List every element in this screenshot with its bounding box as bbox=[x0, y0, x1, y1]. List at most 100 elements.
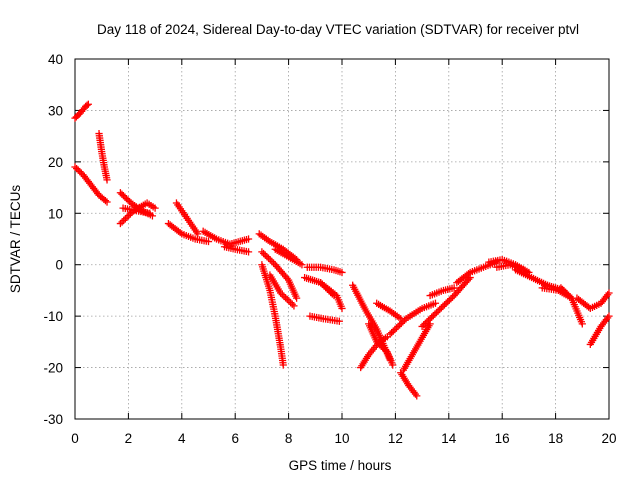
data-point bbox=[118, 218, 126, 226]
series-arc-10 bbox=[220, 243, 253, 256]
data-point bbox=[445, 296, 453, 304]
data-point bbox=[338, 304, 346, 313]
data-point bbox=[389, 361, 397, 369]
data-point bbox=[276, 289, 285, 297]
series-arc-24 bbox=[397, 369, 421, 400]
data-point bbox=[123, 213, 131, 221]
series-arc-16 bbox=[303, 263, 346, 277]
data-point bbox=[420, 321, 428, 329]
data-point bbox=[120, 216, 128, 224]
data-point bbox=[424, 316, 433, 324]
data-point bbox=[396, 321, 404, 329]
series-arc-8 bbox=[164, 219, 213, 246]
y-tick-label: -30 bbox=[43, 412, 63, 427]
data-point bbox=[426, 315, 434, 323]
series-arc-28 bbox=[418, 273, 474, 331]
y-tick-label: 30 bbox=[48, 103, 63, 118]
data-point bbox=[411, 390, 420, 398]
data-point bbox=[281, 294, 290, 302]
data-point bbox=[392, 324, 401, 332]
series-arc-2 bbox=[71, 163, 111, 206]
data-point bbox=[440, 301, 449, 309]
data-point bbox=[389, 327, 397, 335]
series-arc-34 bbox=[557, 284, 586, 328]
series-arc-15 bbox=[271, 245, 306, 269]
x-tick-label: 6 bbox=[231, 431, 239, 446]
series-arc-11 bbox=[258, 261, 287, 369]
data-point bbox=[244, 248, 253, 256]
data-point bbox=[288, 300, 296, 308]
axis-ticks bbox=[74, 58, 610, 420]
data-point bbox=[279, 361, 287, 369]
data-point bbox=[320, 282, 328, 290]
data-point bbox=[432, 308, 441, 317]
data-point bbox=[74, 166, 82, 174]
data-point bbox=[293, 294, 301, 302]
data-point bbox=[287, 299, 295, 307]
y-tick-label: 0 bbox=[55, 258, 63, 273]
data-point bbox=[388, 329, 396, 337]
series-arc-14 bbox=[266, 271, 298, 310]
series-arc-26 bbox=[386, 299, 440, 338]
data-point bbox=[448, 293, 457, 301]
data-point bbox=[264, 254, 273, 262]
y-tick-label: 10 bbox=[48, 206, 63, 221]
data-point bbox=[278, 291, 286, 299]
data-point bbox=[436, 305, 444, 314]
x-tick-label: 2 bbox=[125, 431, 133, 446]
data-point bbox=[399, 318, 407, 326]
data-point bbox=[126, 210, 135, 218]
data-point bbox=[290, 302, 298, 310]
x-tick-label: 20 bbox=[601, 431, 616, 446]
data-point bbox=[103, 176, 111, 184]
x-axis-label: GPS time / hours bbox=[289, 458, 392, 473]
series-arc-18 bbox=[317, 279, 338, 300]
data-point bbox=[317, 279, 325, 287]
data-point bbox=[604, 291, 612, 299]
series-arc-35 bbox=[573, 289, 613, 313]
data-point bbox=[259, 249, 268, 258]
data-point bbox=[327, 288, 335, 296]
x-tick-label: 10 bbox=[334, 431, 349, 446]
data-point bbox=[338, 268, 346, 277]
data-point bbox=[83, 101, 91, 109]
data-point bbox=[73, 164, 81, 173]
data-point bbox=[421, 319, 429, 327]
series-arc-19 bbox=[306, 312, 343, 325]
x-tick-label: 16 bbox=[495, 431, 510, 446]
y-tick-label: 40 bbox=[48, 52, 63, 67]
data-point bbox=[325, 287, 333, 295]
data-point bbox=[418, 322, 426, 331]
series-arc-6 bbox=[119, 204, 154, 217]
series-arc-36 bbox=[586, 312, 613, 349]
series-arc-25 bbox=[399, 320, 434, 374]
x-tick-label: 14 bbox=[441, 431, 457, 446]
series-arc-23 bbox=[373, 299, 405, 323]
x-tick-label: 4 bbox=[178, 431, 186, 446]
series-arc-13 bbox=[258, 248, 301, 302]
data-point bbox=[431, 299, 440, 307]
data-point bbox=[266, 256, 274, 264]
data-point bbox=[386, 330, 394, 338]
data-point bbox=[437, 304, 445, 312]
data-point bbox=[464, 270, 473, 278]
data-point bbox=[578, 320, 586, 328]
data-point bbox=[204, 237, 213, 246]
series-arc-1 bbox=[71, 100, 92, 122]
data-point bbox=[151, 204, 159, 212]
data-point bbox=[268, 257, 276, 266]
data-point bbox=[431, 310, 439, 318]
data-point bbox=[604, 314, 612, 322]
data-point bbox=[76, 168, 84, 176]
data-point bbox=[335, 317, 343, 325]
data-point bbox=[434, 307, 442, 315]
data-point bbox=[605, 312, 613, 320]
series-arc-3 bbox=[95, 129, 111, 184]
data-point bbox=[450, 284, 458, 292]
x-tick-label: 12 bbox=[388, 431, 403, 446]
data-point bbox=[71, 163, 79, 171]
y-tick-labels: -30 -20 -10 0 10 20 30 40 bbox=[43, 52, 63, 427]
y-axis-label: SDTVAR / TECUs bbox=[8, 185, 23, 294]
data-point bbox=[103, 198, 111, 206]
